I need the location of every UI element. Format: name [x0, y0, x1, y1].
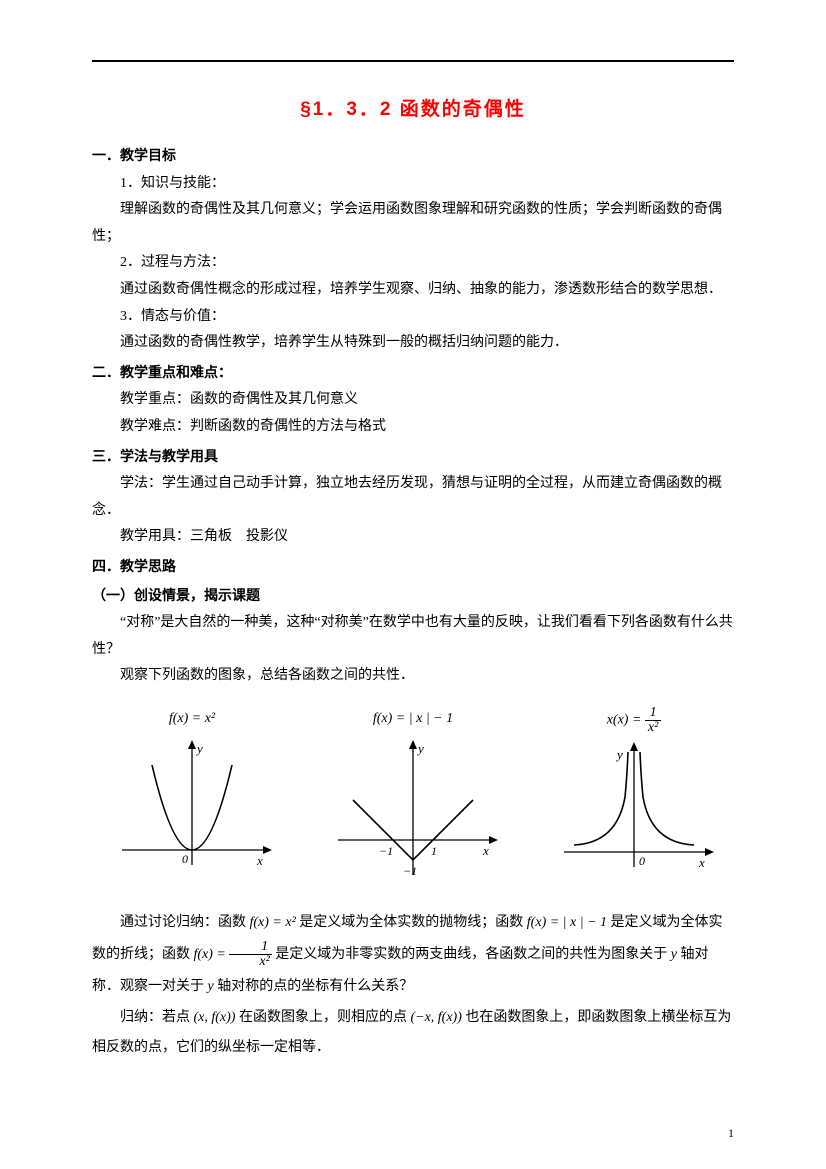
- fig2-pos1-x: 1: [431, 844, 437, 858]
- figure-2: f(x) = | x | − 1 y x −1 1 −1: [313, 706, 513, 895]
- c-fx-x2: f(x) = x²: [250, 915, 296, 930]
- s4-p1: “对称”是大自然的一种美，这种“对称美”在数学中也有大量的反映，让我们看看下列各…: [92, 610, 734, 663]
- page-number: 1: [728, 1122, 734, 1145]
- fig3-frac-bot: x²: [645, 721, 661, 735]
- figure-1-label: f(x) = x²: [92, 706, 292, 733]
- section-1-heading: 一．教学目标: [92, 142, 734, 169]
- item-3-body: 通过函数的奇偶性教学，培养学生从特殊到一般的概括归纳问题的能力．: [92, 330, 734, 357]
- c-fx-inv-top: 1: [229, 940, 271, 955]
- fig1-x-label: x: [256, 853, 263, 868]
- page: §1．3．2 函数的奇偶性 一．教学目标 1．知识与技能： 理解函数的奇偶性及其…: [0, 0, 826, 1169]
- fig1-origin: 0: [182, 852, 188, 866]
- c-pt2: (−x, f(x)): [410, 1010, 461, 1025]
- fig2-neg1-x: −1: [379, 844, 393, 858]
- c-p1-b: 是定义域为全体实数的抛物线；函数: [296, 915, 527, 930]
- figure-1: f(x) = x² y x 0: [92, 706, 292, 895]
- section-4-heading: 四．教学思路: [92, 553, 734, 580]
- s4-p2: 观察下列函数的图象，总结各函数之间的共性．: [92, 663, 734, 690]
- fig1-y-label: y: [195, 741, 203, 756]
- fig3-origin: 0: [639, 854, 645, 868]
- section-4-sub: （一）创设情景，揭示课题: [92, 582, 734, 609]
- conclusion-p1: 通过讨论归纳：函数 f(x) = x² 是定义域为全体实数的抛物线；函数 f(x…: [92, 907, 734, 1004]
- s3-line1: 学法：学生通过自己动手计算，独立地去经历发现，猜想与证明的全过程，从而建立奇偶函…: [92, 471, 734, 524]
- figure-3: x(x) = 1 x² y x 0: [534, 706, 734, 895]
- item-2-label: 2．过程与方法：: [92, 250, 734, 277]
- c-p1-f: 轴对称的点的坐标有什么关系？: [214, 979, 414, 994]
- c-p1-d: 是定义域为非零实数的两支曲线，各函数之间的共性为图象关于: [272, 947, 671, 962]
- page-title: §1．3．2 函数的奇偶性: [92, 92, 734, 128]
- fig3-label-left: x(x) =: [607, 713, 645, 728]
- figure-3-svg: y x 0: [549, 737, 719, 887]
- c-fx-abs: f(x) = | x | − 1: [527, 915, 607, 930]
- c-p2-a: 归纳：若点: [120, 1010, 194, 1025]
- conclusion-p2: 归纳：若点 (x, f(x)) 在函数图象上，则相应的点 (−x, f(x)) …: [92, 1003, 734, 1062]
- section-2-heading: 二．教学重点和难点：: [92, 359, 734, 386]
- figure-1-svg: y x 0: [107, 735, 277, 885]
- section-3-heading: 三．学法与教学用具: [92, 443, 734, 470]
- c-p2-b: 在函数图象上，则相应的点: [235, 1010, 410, 1025]
- c-fx-inv: f(x) = 1 x²: [194, 947, 272, 962]
- figures-row: f(x) = x² y x 0 f(x) = | x | − 1 y: [92, 706, 734, 895]
- fig2-y-label: y: [416, 741, 424, 756]
- item-2-body: 通过函数奇偶性概念的形成过程，培养学生观察、归纳、抽象的能力，渗透数形结合的数学…: [92, 277, 734, 304]
- c-pt1: (x, f(x)): [194, 1010, 236, 1025]
- figure-2-label: f(x) = | x | − 1: [313, 706, 513, 733]
- s3-line2: 教学用具：三角板 投影仪: [92, 524, 734, 551]
- top-rule: [92, 60, 734, 62]
- fig3-y-label: y: [615, 747, 623, 762]
- item-1-body: 理解函数的奇偶性及其几何意义；学会运用函数图象理解和研究函数的性质；学会判断函数…: [92, 197, 734, 250]
- c-fx-inv-bot: x²: [229, 955, 271, 969]
- figure-3-label: x(x) = 1 x²: [534, 706, 734, 735]
- item-1-label: 1．知识与技能：: [92, 171, 734, 198]
- s2-line2: 教学难点：判断函数的奇偶性的方法与格式: [92, 414, 734, 441]
- c-fx-inv-pre: f(x) =: [194, 947, 230, 962]
- fig3-frac-top: 1: [645, 706, 661, 721]
- fig2-x-label: x: [482, 843, 489, 858]
- item-3-label: 3．情态与价值：: [92, 304, 734, 331]
- fig3-x-label: x: [698, 855, 705, 870]
- c-p1-a: 通过讨论归纳：函数: [120, 915, 250, 930]
- fig2-neg1-y: −1: [403, 864, 417, 878]
- figure-2-svg: y x −1 1 −1: [323, 735, 503, 895]
- s2-line1: 教学重点：函数的奇偶性及其几何意义: [92, 387, 734, 414]
